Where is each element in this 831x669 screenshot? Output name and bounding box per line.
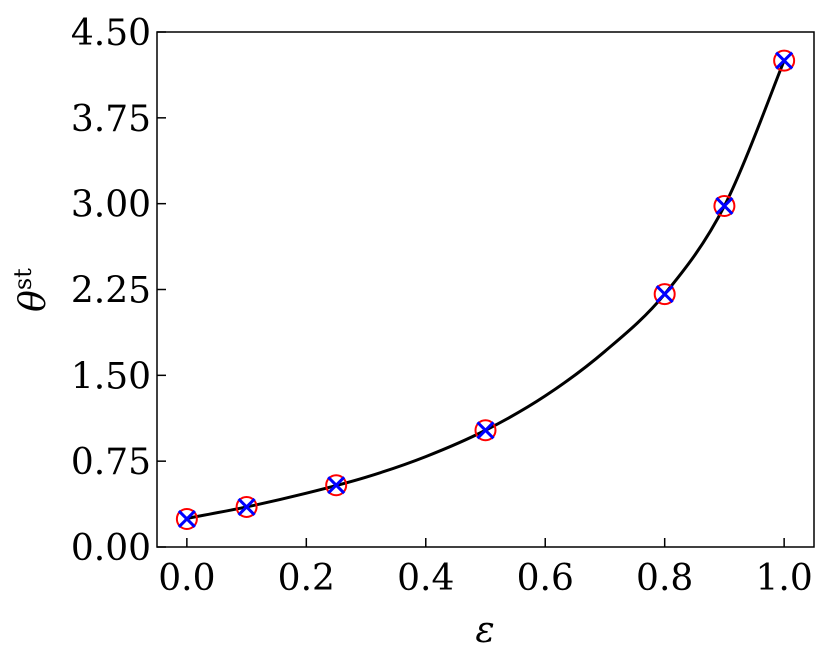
cross-marker (476, 421, 495, 440)
y-tick-label: 0.75 (71, 442, 151, 483)
circle-marker (773, 49, 796, 72)
cross-marker (715, 196, 734, 216)
cross-marker (177, 509, 196, 529)
x-tick-label: 0.6 (517, 558, 574, 599)
x-tick-label: 0.0 (158, 558, 215, 599)
x-tick-label: 1.0 (756, 558, 813, 599)
cross-marker (655, 285, 674, 304)
y-tick-label: 3.75 (71, 99, 151, 140)
curve (186, 60, 786, 520)
y-label-sup: st (9, 268, 37, 290)
x-tick-label: 0.4 (397, 558, 454, 599)
cross-marker (327, 476, 346, 495)
y-axis-label: θst (9, 268, 54, 312)
y-tick-label: 2.25 (71, 271, 151, 312)
circle-marker (235, 495, 258, 518)
x-tick-label: 0.8 (636, 558, 693, 599)
y-label-base: θ (13, 290, 54, 312)
y-tick-label: 4.50 (71, 13, 151, 54)
cross-marker (775, 51, 794, 70)
circle-marker (175, 507, 198, 530)
circle-marker (474, 419, 497, 442)
cross-marker (237, 497, 256, 517)
plot-frame (156, 31, 815, 548)
y-tick-label: 3.00 (71, 185, 151, 226)
y-axis-label-text: θst (9, 268, 54, 312)
x-axis-label: ε (475, 610, 494, 651)
circle-marker (653, 283, 676, 306)
y-tick-label: 0.00 (71, 528, 151, 569)
circle-marker (325, 474, 348, 497)
x-tick-label: 0.2 (278, 558, 335, 599)
y-tick-label: 1.50 (71, 356, 151, 397)
circle-marker (713, 194, 736, 217)
